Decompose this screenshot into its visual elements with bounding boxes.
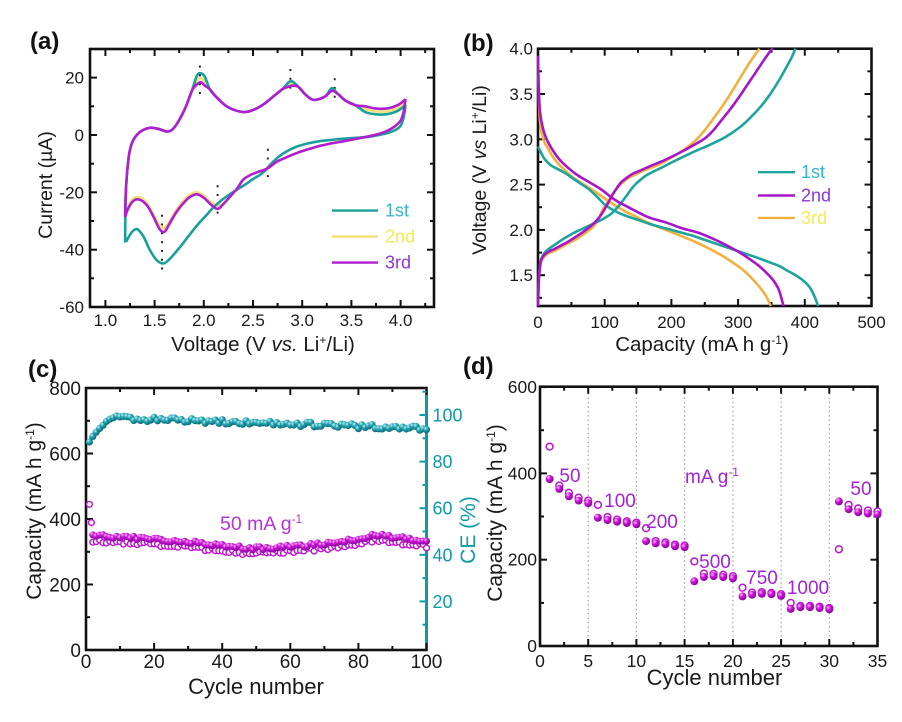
svg-text:3.0: 3.0 <box>290 311 314 330</box>
svg-text:Capacity (mA h g-1): Capacity (mA h g-1) <box>23 422 46 600</box>
svg-text:500: 500 <box>699 552 731 573</box>
svg-text:(a): (a) <box>30 28 59 55</box>
svg-text:10: 10 <box>627 651 647 671</box>
svg-text:2nd: 2nd <box>801 186 831 206</box>
svg-text:200: 200 <box>508 550 537 570</box>
svg-text:1.0: 1.0 <box>94 311 118 330</box>
svg-text:0: 0 <box>533 313 542 332</box>
svg-text:600: 600 <box>508 377 537 397</box>
svg-text:-40: -40 <box>59 241 84 260</box>
svg-text:2.0: 2.0 <box>509 221 533 240</box>
svg-text:(c): (c) <box>28 356 57 383</box>
svg-text:4.0: 4.0 <box>509 40 533 59</box>
svg-text:(d): (d) <box>463 353 494 380</box>
svg-text:Voltage (V vs Li+/Li): Voltage (V vs Li+/Li) <box>468 85 491 255</box>
svg-text:Cycle number: Cycle number <box>647 665 783 690</box>
svg-text:20: 20 <box>65 69 84 88</box>
svg-text:400: 400 <box>791 313 819 332</box>
svg-text:Voltage (V vs. Li+/Li): Voltage (V vs. Li+/Li) <box>171 333 355 356</box>
svg-text:15: 15 <box>675 651 694 671</box>
svg-text:1st: 1st <box>385 201 409 221</box>
svg-text:50 mA g-1: 50 mA g-1 <box>220 512 303 535</box>
svg-text:3.0: 3.0 <box>509 130 533 149</box>
svg-text:400: 400 <box>508 463 537 483</box>
svg-text:400: 400 <box>49 510 81 531</box>
svg-text:0: 0 <box>81 652 92 673</box>
svg-text:600: 600 <box>49 444 81 465</box>
svg-text:3.5: 3.5 <box>509 85 533 104</box>
svg-text:750: 750 <box>746 568 778 589</box>
svg-text:500: 500 <box>857 313 885 332</box>
svg-text:2.5: 2.5 <box>509 176 533 195</box>
svg-text:mA g-1: mA g-1 <box>685 465 739 488</box>
svg-text:0: 0 <box>535 651 545 671</box>
svg-text:40: 40 <box>433 545 453 565</box>
svg-text:60: 60 <box>433 499 453 519</box>
svg-text:Current (µA): Current (µA) <box>35 131 57 239</box>
svg-text:(b): (b) <box>463 30 494 57</box>
svg-text:200: 200 <box>49 575 81 596</box>
svg-text:0: 0 <box>75 126 84 145</box>
svg-text:0: 0 <box>70 641 81 662</box>
svg-text:80: 80 <box>348 652 369 673</box>
svg-text:1st: 1st <box>801 162 825 182</box>
svg-text:3.5: 3.5 <box>340 311 364 330</box>
svg-text:5: 5 <box>583 651 593 671</box>
svg-text:Capacity (mA h g-1): Capacity (mA h g-1) <box>615 333 789 356</box>
svg-text:4.0: 4.0 <box>389 311 413 330</box>
svg-text:100: 100 <box>604 491 636 512</box>
svg-text:Capacity (mA h g-1): Capacity (mA h g-1) <box>484 424 507 602</box>
svg-text:100: 100 <box>591 313 619 332</box>
svg-text:-20: -20 <box>59 183 84 202</box>
svg-text:0: 0 <box>527 636 537 656</box>
svg-text:2nd: 2nd <box>385 227 415 247</box>
svg-text:300: 300 <box>724 313 752 332</box>
svg-text:25: 25 <box>771 651 790 671</box>
svg-text:80: 80 <box>433 452 453 472</box>
svg-text:3rd: 3rd <box>801 208 827 228</box>
svg-text:20: 20 <box>723 651 743 671</box>
svg-text:200: 200 <box>657 313 685 332</box>
svg-text:30: 30 <box>820 651 840 671</box>
svg-text:Cycle number: Cycle number <box>188 674 324 699</box>
svg-text:50: 50 <box>559 466 580 487</box>
svg-text:1.5: 1.5 <box>143 311 167 330</box>
svg-text:20: 20 <box>433 592 453 612</box>
svg-text:1.5: 1.5 <box>509 266 533 285</box>
svg-text:100: 100 <box>411 652 443 673</box>
svg-text:40: 40 <box>212 652 233 673</box>
svg-text:50: 50 <box>850 479 871 500</box>
svg-text:20: 20 <box>144 652 165 673</box>
svg-text:35: 35 <box>868 651 887 671</box>
svg-text:CE (%): CE (%) <box>457 496 480 564</box>
svg-text:200: 200 <box>646 512 678 533</box>
svg-text:1000: 1000 <box>787 578 829 599</box>
svg-text:60: 60 <box>280 652 301 673</box>
svg-text:800: 800 <box>49 379 81 400</box>
svg-text:-60: -60 <box>59 298 84 317</box>
svg-text:2.5: 2.5 <box>241 311 265 330</box>
svg-text:3rd: 3rd <box>385 253 411 273</box>
svg-text:2.0: 2.0 <box>192 311 216 330</box>
svg-text:100: 100 <box>433 406 463 426</box>
